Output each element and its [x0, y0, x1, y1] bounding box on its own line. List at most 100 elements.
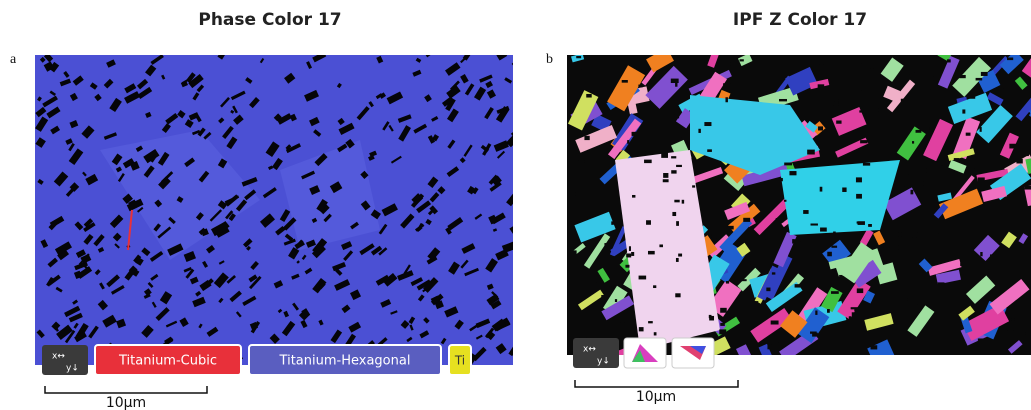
speckle [827, 252, 832, 257]
speckle [620, 322, 625, 325]
speckle [860, 90, 862, 95]
speckle [898, 184, 905, 187]
panel-title: Phase Color 17 [198, 10, 341, 30]
speckle [849, 316, 851, 319]
speckle [883, 247, 889, 250]
speckle [872, 108, 879, 111]
speckle [720, 308, 727, 313]
speckle [860, 140, 867, 143]
speckle [811, 223, 818, 225]
speckle [947, 59, 951, 62]
speckle [930, 95, 932, 98]
speckle [659, 244, 663, 247]
speckle [671, 156, 676, 158]
speckle [698, 129, 700, 133]
speckle [578, 160, 584, 164]
speckle [639, 151, 645, 155]
speckle [676, 221, 679, 226]
speckle [813, 268, 817, 272]
speckle [839, 275, 842, 278]
speckle [740, 292, 745, 295]
speckle [856, 194, 862, 199]
speckle [803, 210, 808, 214]
speckle [980, 127, 982, 132]
speckle [831, 291, 839, 294]
speckle [912, 237, 917, 240]
speckle [1009, 144, 1016, 149]
speckle [575, 192, 579, 196]
speckle [675, 83, 677, 87]
speckle [976, 78, 983, 81]
axes-icon [573, 338, 619, 368]
speckle [663, 179, 669, 182]
speckle [937, 230, 939, 234]
speckle [898, 232, 902, 237]
speckle [653, 285, 656, 288]
speckle [818, 126, 823, 130]
speckle [924, 168, 927, 173]
speckle [810, 332, 817, 334]
speckle [750, 261, 756, 265]
speckle [931, 282, 937, 286]
speckle [609, 284, 612, 287]
speckle [725, 97, 727, 102]
speckle [766, 288, 770, 292]
speckle [702, 62, 705, 66]
speckle [916, 130, 922, 133]
speckle [856, 177, 862, 182]
speckle [908, 75, 911, 78]
panel-label: b [546, 52, 553, 67]
speckle [1022, 354, 1026, 359]
speckle [615, 299, 617, 302]
speckle [859, 110, 865, 112]
speckle [648, 251, 655, 255]
speckle [863, 163, 870, 166]
speckle [663, 173, 668, 178]
speckle [924, 191, 927, 195]
speckle [648, 321, 653, 323]
speckle [784, 200, 786, 202]
axes-icon [42, 345, 88, 375]
speckle [842, 187, 846, 191]
speckle [704, 122, 711, 126]
speckle [827, 309, 830, 313]
speckle [692, 185, 695, 187]
speckle [793, 239, 801, 242]
speckle [871, 345, 878, 349]
speckle [978, 177, 985, 181]
speckle [739, 279, 747, 281]
speckle [513, 354, 526, 367]
speckle [730, 62, 737, 65]
speckle [902, 174, 908, 177]
speckle [966, 133, 971, 136]
speckle [753, 89, 760, 91]
speckle [765, 239, 769, 242]
scale-bar-label: 10μm [106, 395, 146, 410]
speckle [965, 252, 972, 256]
speckle [617, 57, 624, 61]
speckle [720, 323, 725, 326]
speckle [860, 320, 864, 324]
speckle [925, 89, 931, 92]
speckle [784, 163, 792, 166]
speckle [980, 252, 982, 256]
speckle [611, 221, 614, 224]
speckle [639, 327, 644, 331]
speckle [726, 226, 733, 230]
speckle [676, 258, 679, 262]
axes-icon-glyph: x↔ [52, 352, 65, 362]
speckle [576, 56, 581, 58]
speckle [917, 302, 924, 305]
speckle [962, 109, 965, 113]
scale-bar [45, 386, 207, 393]
speckle [678, 254, 682, 257]
speckle [990, 254, 994, 257]
speckle [576, 69, 582, 72]
speckle [626, 253, 631, 257]
legend-label: Ti [454, 354, 465, 368]
speckle [911, 190, 914, 195]
speckle [771, 321, 779, 325]
speckle [831, 246, 837, 248]
speckle [851, 307, 858, 309]
speckle [593, 187, 599, 191]
